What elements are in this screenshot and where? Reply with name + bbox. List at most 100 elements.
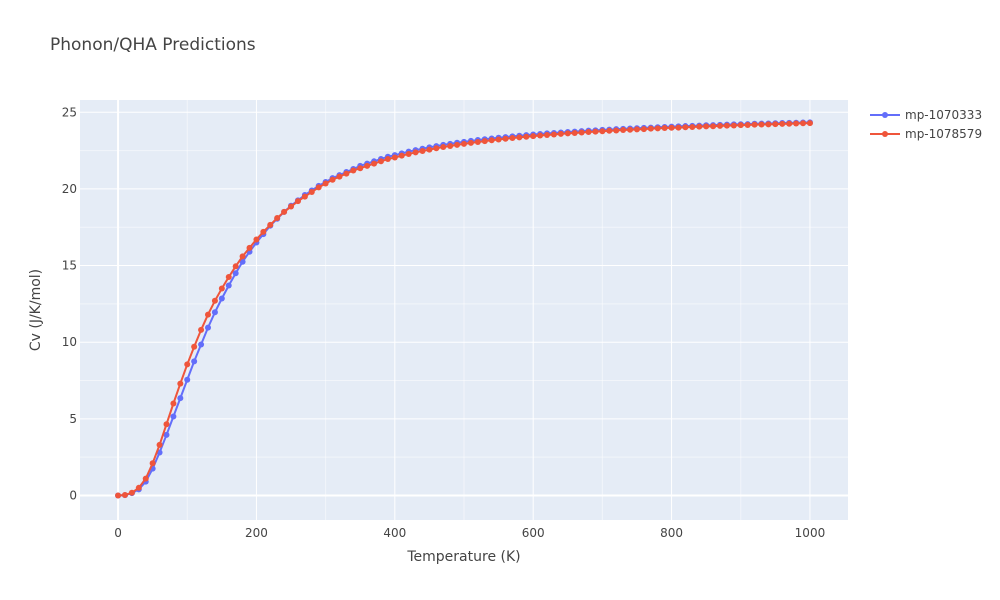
data-point[interactable] — [205, 311, 211, 318]
data-point[interactable] — [198, 341, 205, 348]
data-point[interactable] — [467, 139, 474, 146]
data-point[interactable] — [447, 142, 454, 149]
data-point[interactable] — [627, 126, 634, 133]
data-point[interactable] — [779, 120, 786, 127]
data-point[interactable] — [191, 358, 198, 365]
data-point[interactable] — [364, 162, 371, 169]
data-point[interactable] — [142, 475, 149, 482]
data-point[interactable] — [717, 122, 723, 129]
data-point[interactable] — [198, 326, 205, 333]
data-point[interactable] — [523, 133, 530, 140]
data-point[interactable] — [211, 297, 218, 304]
data-point[interactable] — [620, 127, 627, 134]
data-point[interactable] — [225, 274, 232, 281]
data-point[interactable] — [474, 139, 481, 145]
data-point[interactable] — [800, 120, 807, 127]
data-point[interactable] — [205, 324, 211, 331]
data-point[interactable] — [149, 460, 156, 467]
data-point[interactable] — [115, 492, 122, 499]
data-point[interactable] — [281, 208, 288, 215]
data-point[interactable] — [315, 184, 322, 191]
data-point[interactable] — [696, 123, 703, 130]
data-point[interactable] — [654, 125, 661, 132]
data-point[interactable] — [495, 136, 502, 143]
data-point[interactable] — [398, 152, 405, 159]
data-point[interactable] — [191, 343, 198, 350]
data-point[interactable] — [661, 125, 668, 132]
data-point[interactable] — [350, 167, 357, 174]
data-point[interactable] — [163, 431, 170, 438]
data-point[interactable] — [772, 121, 779, 128]
data-point[interactable] — [758, 121, 765, 128]
data-point[interactable] — [592, 128, 599, 135]
data-point[interactable] — [481, 138, 488, 145]
data-point[interactable] — [322, 180, 329, 187]
data-point[interactable] — [267, 221, 274, 228]
data-point[interactable] — [377, 158, 384, 165]
data-point[interactable] — [121, 492, 128, 499]
data-point[interactable] — [170, 413, 177, 420]
data-point[interactable] — [184, 361, 191, 368]
data-point[interactable] — [163, 421, 170, 428]
data-point[interactable] — [391, 154, 398, 161]
data-point[interactable] — [218, 295, 225, 302]
data-point[interactable] — [737, 122, 744, 129]
data-point[interactable] — [675, 124, 682, 131]
data-point[interactable] — [336, 173, 343, 180]
data-point[interactable] — [288, 203, 295, 210]
data-point[interactable] — [599, 128, 606, 135]
data-point[interactable] — [488, 137, 495, 144]
data-point[interactable] — [357, 165, 364, 172]
data-point[interactable] — [613, 127, 620, 134]
data-point[interactable] — [647, 125, 654, 132]
data-point[interactable] — [668, 124, 675, 131]
data-point[interactable] — [744, 121, 751, 128]
data-point[interactable] — [419, 148, 426, 155]
data-point[interactable] — [544, 131, 551, 138]
data-point[interactable] — [177, 380, 184, 387]
data-point[interactable] — [606, 127, 613, 134]
data-point[interactable] — [211, 309, 218, 316]
data-point[interactable] — [585, 129, 592, 136]
data-point[interactable] — [537, 132, 544, 139]
data-point[interactable] — [433, 145, 440, 152]
data-point[interactable] — [723, 122, 730, 129]
data-point[interactable] — [461, 140, 467, 147]
data-point[interactable] — [640, 126, 647, 133]
data-point[interactable] — [564, 130, 571, 137]
legend[interactable]: mp-1070333 mp-1078579 — [870, 108, 982, 141]
data-point[interactable] — [530, 133, 537, 140]
data-point[interactable] — [246, 244, 253, 251]
data-point[interactable] — [502, 135, 509, 142]
data-point[interactable] — [260, 228, 267, 235]
data-point[interactable] — [232, 270, 239, 277]
data-point[interactable] — [571, 129, 578, 136]
data-point[interactable] — [786, 120, 793, 127]
data-point[interactable] — [516, 134, 523, 141]
data-point[interactable] — [218, 285, 225, 292]
data-point[interactable] — [765, 121, 772, 128]
data-point[interactable] — [682, 124, 689, 131]
data-point[interactable] — [405, 150, 412, 157]
data-point[interactable] — [343, 170, 350, 177]
data-point[interactable] — [751, 121, 758, 128]
data-point[interactable] — [274, 215, 281, 222]
data-point[interactable] — [135, 484, 142, 491]
data-point[interactable] — [294, 198, 301, 205]
data-point[interactable] — [806, 120, 813, 127]
data-point[interactable] — [232, 263, 239, 270]
data-point[interactable] — [371, 160, 378, 167]
data-point[interactable] — [308, 188, 315, 195]
data-point[interactable] — [156, 441, 163, 448]
data-point[interactable] — [184, 376, 191, 383]
data-point[interactable] — [550, 131, 557, 138]
data-point[interactable] — [578, 129, 585, 136]
data-point[interactable] — [509, 135, 516, 142]
data-point[interactable] — [426, 146, 433, 153]
data-point[interactable] — [384, 156, 391, 163]
data-point[interactable] — [710, 123, 717, 130]
legend-item[interactable]: mp-1070333 — [870, 108, 982, 122]
data-point[interactable] — [633, 126, 640, 133]
data-point[interactable] — [454, 141, 461, 148]
data-point[interactable] — [689, 123, 696, 130]
